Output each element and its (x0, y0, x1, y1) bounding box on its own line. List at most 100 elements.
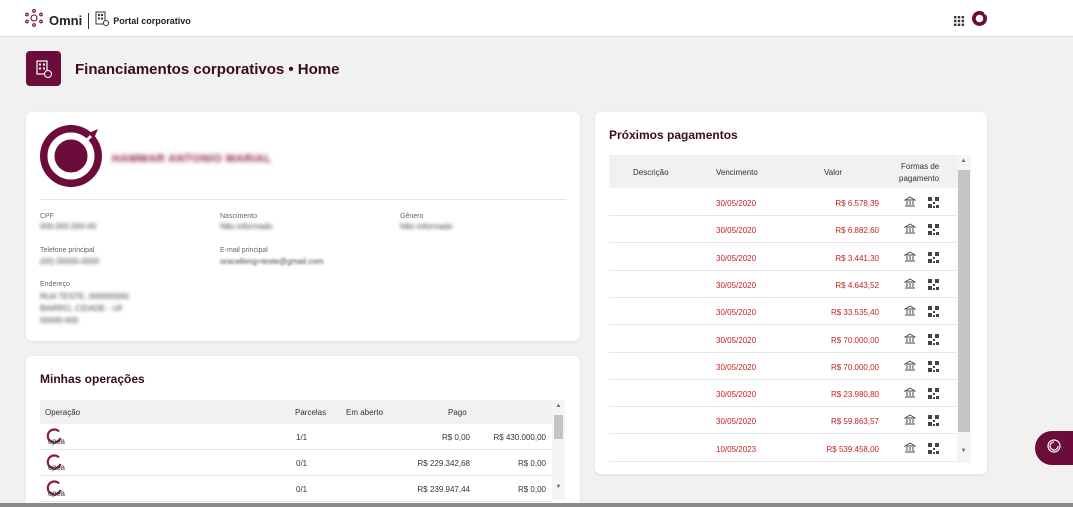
brand-name: Omni (49, 13, 83, 28)
table-row[interactable]: 30/05/2020 R$ 6.578,39 (609, 189, 957, 216)
qr-code-icon[interactable] (928, 442, 939, 456)
paid-cell: R$ 0,00 (517, 485, 546, 494)
qr-code-icon[interactable] (928, 251, 939, 265)
gender-label: Gênero (400, 213, 424, 220)
cpf-value: 000.000.000-00 (40, 222, 97, 231)
chat-fab-icon (1046, 438, 1062, 459)
scroll-up-arrow[interactable]: ▲ (555, 403, 562, 409)
col-value: Valor (824, 168, 843, 177)
due-date-cell: 30/05/2020 (716, 390, 757, 400)
qr-code-icon[interactable] (928, 306, 939, 319)
qr-code-icon[interactable] (928, 333, 939, 347)
scroll-down-arrow[interactable]: ▼ (555, 484, 562, 490)
bank-icon[interactable] (903, 223, 917, 236)
payments-scroll-thumb[interactable] (958, 170, 970, 432)
table-row[interactable]: 30/05/2020 R$ 4.643,52 (609, 271, 957, 298)
paid-cell: R$ 430.000,00 (493, 433, 547, 442)
bank-icon[interactable] (903, 360, 917, 373)
page-title: Financiamentos corporativos • Home (75, 61, 340, 78)
bank-icon[interactable] (903, 196, 917, 209)
phone-label: Telefone principal (40, 247, 95, 254)
opea-logo: opea (46, 454, 65, 472)
opea-icon (46, 428, 62, 444)
bank-icon[interactable] (903, 387, 917, 400)
col-open: Em aberto (346, 408, 383, 417)
due-date-cell: 10/05/2023 (716, 444, 757, 454)
qr-code-icon[interactable] (928, 415, 939, 428)
due-date-cell: 30/05/2020 (716, 335, 757, 345)
table-row[interactable]: 30/05/2020 R$ 23.980,80 (609, 380, 957, 408)
bank-icon[interactable] (903, 305, 917, 318)
user-logo-icon[interactable] (972, 11, 987, 26)
due-date-cell: 30/05/2020 (716, 253, 757, 263)
top-bar: Omni Portal corporativo (0, 0, 1073, 37)
bank-icon[interactable] (903, 442, 917, 455)
table-row[interactable]: 10/05/2023 R$ 539.458,00 (609, 435, 957, 462)
bank-icon[interactable] (903, 332, 917, 346)
open-cell: R$ 239.947,44 (417, 485, 471, 494)
customer-name: HAMMAR ANTONIO MARIAL (112, 153, 272, 165)
value-cell: R$ 70.000,00 (830, 362, 879, 372)
value-cell: R$ 70.000,00 (830, 335, 879, 345)
qr-code-icon[interactable] (928, 360, 939, 374)
opea-icon (46, 454, 62, 470)
qr-code-icon[interactable] (928, 388, 939, 401)
due-date-cell: 30/05/2020 (716, 417, 757, 427)
operations-scroll-thumb[interactable] (554, 415, 563, 439)
avatar (40, 125, 102, 187)
bank-icon[interactable] (903, 414, 917, 427)
birth-label: Nascimento (220, 213, 257, 220)
due-date-cell: 30/05/2020 (716, 362, 757, 372)
divider (40, 199, 566, 200)
chat-fab[interactable] (1035, 431, 1073, 465)
gender-value: Não informado (400, 222, 453, 231)
installments-cell: 0/1 (296, 459, 308, 468)
table-row[interactable]: 30/05/2020 R$ 70.000,00 (609, 326, 957, 353)
col-methods: pagamento (899, 174, 940, 183)
brand[interactable]: Omni Portal corporativo (24, 9, 191, 32)
installments-cell: 0/1 (296, 485, 308, 494)
opea-logo: opea (46, 428, 65, 446)
value-cell: R$ 6.882,60 (835, 226, 879, 236)
col-paid: Pago (448, 408, 467, 417)
page-icon (26, 51, 61, 86)
address-line: BAIRRO, CIDADE - UF (40, 304, 124, 313)
due-date-cell: 30/05/2020 (716, 280, 757, 290)
qr-code-icon[interactable] (928, 278, 939, 292)
operations-card: Minhas operações Operação Parcelas Em ab… (26, 356, 580, 507)
portal-label: Portal corporativo (113, 15, 191, 26)
open-cell: R$ 229.342,68 (417, 459, 471, 468)
bank-icon[interactable] (903, 251, 917, 264)
apps-grid-icon[interactable] (954, 13, 964, 31)
table-row[interactable]: 30/05/2020 R$ 6.882,60 (609, 216, 957, 244)
email-label: E-mail principal (220, 247, 268, 254)
value-cell: R$ 4.643,52 (835, 280, 879, 290)
address-line: 00000-000 (40, 316, 79, 325)
qr-code-icon[interactable] (928, 224, 939, 237)
open-cell: R$ 0,00 (441, 433, 470, 442)
address-line: RUA TESTE, 000000000 (40, 292, 129, 301)
qr-code-icon[interactable] (928, 197, 939, 210)
table-row[interactable]: 30/05/2020 R$ 59.863,57 (609, 407, 957, 435)
value-cell: R$ 23.980,80 (830, 390, 879, 400)
omni-logo-icon (24, 9, 44, 32)
scroll-down-arrow[interactable]: ▼ (960, 448, 967, 454)
table-row[interactable]: opea 1/1 R$ 0,00 R$ 430.000,00 (40, 424, 552, 450)
bank-icon[interactable] (903, 278, 917, 291)
col-due: Vencimento (716, 168, 758, 177)
table-row[interactable]: 30/05/2020 R$ 70.000,00 (609, 353, 957, 380)
due-date-cell: 30/05/2020 (716, 199, 757, 208)
operations-table-header: Operação Parcelas Em aberto Pago (40, 400, 565, 424)
col-operation: Operação (45, 408, 81, 417)
portal-building-icon (95, 11, 110, 31)
table-row[interactable]: 30/05/2020 R$ 33.535,40 (609, 298, 957, 326)
value-cell: R$ 539.458,00 (826, 444, 880, 454)
value-cell: R$ 3.441,30 (835, 253, 879, 263)
table-row[interactable]: 30/05/2020 R$ 3.441,30 (609, 244, 957, 271)
email-value: oracelleng+teste@gmail.com (220, 257, 324, 266)
table-row[interactable]: opea 0/1 R$ 239.947,44 R$ 0,00 (40, 476, 552, 502)
scroll-up-arrow[interactable]: ▲ (960, 158, 967, 164)
due-date-cell: 30/05/2020 (716, 308, 757, 318)
table-row[interactable]: opea 0/1 R$ 229.342,68 R$ 0,00 (40, 450, 552, 476)
opea-logo: opea (46, 480, 65, 498)
